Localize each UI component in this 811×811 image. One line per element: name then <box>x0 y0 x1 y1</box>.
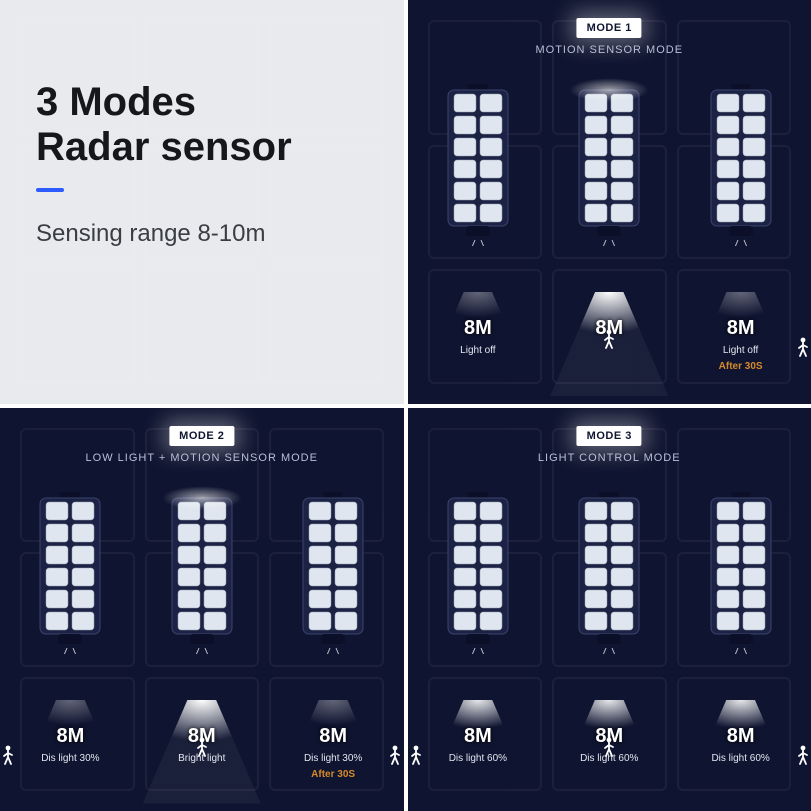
after-label: After 30S <box>311 769 355 780</box>
heading-underline <box>36 188 64 192</box>
lamp-icon <box>38 492 102 654</box>
mode3-panel: MODE 3 LIGHT CONTROL MODE 8M Dis light 6… <box>408 408 811 811</box>
walker-icon <box>796 337 810 357</box>
mode2-panel: MODE 2 LOW LIGHT + MOTION SENSOR MODE 8M… <box>0 408 404 811</box>
lamp-unit: 8M Dis light 60% <box>417 492 539 804</box>
state-label: Light off <box>723 345 758 356</box>
subtitle: Sensing range 8-10m <box>36 220 384 248</box>
distance-label: 8M <box>56 725 84 748</box>
mode1-lamps: 8M Light off 8M <box>408 84 811 404</box>
distance-label: 8M <box>727 725 755 748</box>
lamp-unit: 8M Dis light 60% <box>548 492 670 804</box>
state-label: Dis light 30% <box>304 753 362 764</box>
lamp-unit: 8M Light off <box>417 84 539 396</box>
light-beam <box>419 700 537 804</box>
heading-line2: Radar sensor <box>36 125 384 170</box>
mode3-lamps: 8M Dis light 60% 8M Dis light 60% <box>408 492 811 811</box>
lamp-icon <box>301 492 365 654</box>
light-beam <box>682 700 800 804</box>
state-label: Light off <box>460 345 495 356</box>
mode1-badge: MODE 1 <box>577 18 642 38</box>
mode1-panel: MODE 1 MOTION SENSOR MODE 8M Light off <box>408 0 811 404</box>
walker-icon <box>195 737 209 757</box>
light-beam <box>682 292 800 396</box>
distance-label: 8M <box>319 725 347 748</box>
lamp-icon <box>170 492 234 654</box>
heading-line1: 3 Modes <box>36 80 384 125</box>
mode2-badge: MODE 2 <box>169 426 234 446</box>
mode1-name: MOTION SENSOR MODE <box>535 44 683 56</box>
distance-label: 8M <box>727 317 755 340</box>
lamp-unit: 8M Light off After 30S <box>680 84 802 396</box>
mode3-badge: MODE 3 <box>577 426 642 446</box>
lamp-unit: 8M Dis light 60% <box>680 492 802 804</box>
distance-label: 8M <box>464 317 492 340</box>
light-beam <box>274 700 392 804</box>
title-panel: 3 Modes Radar sensor Sensing range 8-10m <box>0 0 404 404</box>
mode3-name: LIGHT CONTROL MODE <box>538 452 681 464</box>
state-label: Dis light 60% <box>449 753 507 764</box>
after-label: After 30S <box>719 361 763 372</box>
mode2-name: LOW LIGHT + MOTION SENSOR MODE <box>86 452 318 464</box>
lamp-unit: 8M Dis light 30% After 30S <box>272 492 394 804</box>
lamp-icon <box>709 492 773 654</box>
infographic-grid: 3 Modes Radar sensor Sensing range 8-10m… <box>0 0 811 811</box>
state-label: Dis light 30% <box>41 753 99 764</box>
walker-icon <box>796 745 810 765</box>
light-beam <box>11 700 129 804</box>
lamp-icon <box>709 84 773 246</box>
lamp-icon <box>577 84 641 246</box>
mode2-lamps: 8M Dis light 30% 8M Bright light <box>0 492 404 811</box>
lamp-unit: 8M <box>548 84 670 396</box>
lamp-icon <box>446 492 510 654</box>
distance-label: 8M <box>464 725 492 748</box>
walker-icon <box>388 745 402 765</box>
lamp-unit: 8M Bright light <box>141 492 263 804</box>
walker-icon <box>602 329 616 349</box>
light-beam <box>419 292 537 396</box>
state-label: Dis light 60% <box>711 753 769 764</box>
walker-icon <box>409 745 423 765</box>
walker-icon <box>1 745 15 765</box>
walker-icon <box>602 737 616 757</box>
lamp-unit: 8M Dis light 30% <box>9 492 131 804</box>
lamp-icon <box>577 492 641 654</box>
lamp-icon <box>446 84 510 246</box>
